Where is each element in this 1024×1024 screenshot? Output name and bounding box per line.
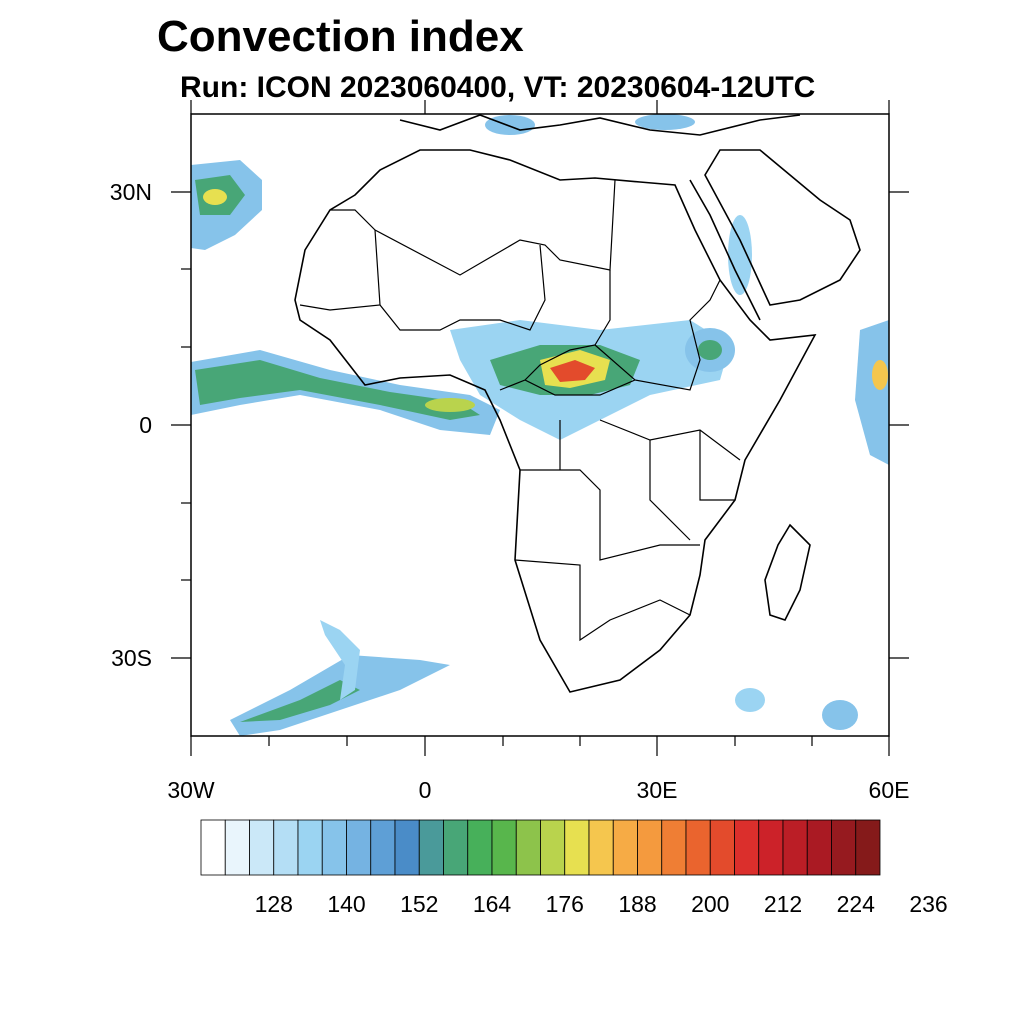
colorbar-swatch <box>224 819 250 876</box>
field-med <box>485 115 535 135</box>
colorbar-label: 236 <box>909 891 947 917</box>
field-turkey <box>635 114 695 130</box>
lon-label-0: 0 <box>419 777 432 803</box>
madagascar <box>764 523 811 621</box>
coastlines <box>294 114 861 693</box>
colorbar-swatch <box>540 819 566 876</box>
border-9 <box>559 419 741 470</box>
colorbar-label: 176 <box>546 891 584 917</box>
colorbar-swatch <box>297 819 323 876</box>
colorbar-label: 128 <box>255 891 293 917</box>
border-7 <box>520 469 700 561</box>
colorbar-label: 224 <box>837 891 876 917</box>
border-1 <box>299 209 381 311</box>
colorbar-swatch <box>734 819 760 876</box>
colorbar-swatch <box>394 819 420 876</box>
colorbar-swatch <box>709 819 735 876</box>
arabia-coast <box>704 149 861 306</box>
colorbar-label: 164 <box>473 891 512 917</box>
lon-labels: 30W 0 30E 60E <box>167 777 909 803</box>
lon-label-30e: 30E <box>637 777 678 803</box>
colorbar-swatch <box>321 819 347 876</box>
colorbar-swatch <box>249 819 275 876</box>
europe-coast <box>399 114 801 136</box>
field-east-ocean-peak <box>872 360 888 390</box>
colorbar-swatch <box>612 819 638 876</box>
colorbar-swatch <box>273 819 299 876</box>
lat-label-0: 0 <box>139 412 152 438</box>
field-east-ocean <box>855 320 889 465</box>
chart-subtitle: Run: ICON 2023060400, VT: 20230604-12UTC <box>180 71 816 104</box>
colorbar-label: 188 <box>618 891 656 917</box>
border-2 <box>374 179 616 276</box>
colorbar-swatch <box>200 819 226 876</box>
field-southeast <box>822 700 858 730</box>
colorbar-swatch <box>588 819 614 876</box>
colorbar-swatch <box>831 819 857 876</box>
colorbar-labels: 128 140 152 164 176 188 200 212 224 236 <box>255 891 948 917</box>
colorbar-swatch <box>515 819 541 876</box>
field-arabia <box>728 215 752 295</box>
field-southeast-2 <box>735 688 765 712</box>
colorbar-swatch <box>661 819 687 876</box>
colorbar-label: 200 <box>691 891 729 917</box>
field-itcz-west-peak <box>425 398 475 412</box>
colorbar-swatch <box>564 819 590 876</box>
colorbar-swatch <box>418 819 444 876</box>
colorbar-swatch <box>467 819 493 876</box>
colorbar-swatch <box>443 819 469 876</box>
field-itcz-west-core <box>195 360 480 420</box>
colorbar-swatch <box>782 819 808 876</box>
field-nw-peak <box>203 189 227 205</box>
convection-field <box>191 114 889 736</box>
africa-coast <box>294 149 817 693</box>
colorbar-swatch <box>758 819 784 876</box>
field-south-arm <box>320 620 360 700</box>
colorbar-label: 152 <box>400 891 438 917</box>
colorbar-swatch <box>685 819 711 876</box>
colorbar-swatch <box>637 819 663 876</box>
lat-label-30s: 30S <box>111 645 152 671</box>
field-ethiopia-core <box>698 340 722 360</box>
field-central-peak <box>550 360 595 382</box>
lon-label-60e: 60E <box>869 777 910 803</box>
colorbar-label: 212 <box>764 891 802 917</box>
field-south-front-core <box>240 680 360 722</box>
colorbar-swatch <box>370 819 396 876</box>
country-borders <box>299 179 741 642</box>
lon-label-30w: 30W <box>167 777 215 803</box>
lat-label-30n: 30N <box>110 179 152 205</box>
lat-labels: 30N 0 30S <box>110 179 152 671</box>
border-10 <box>649 430 735 541</box>
red-sea <box>689 179 761 321</box>
border-6 <box>524 379 636 396</box>
colorbar-swatch <box>806 819 832 876</box>
chart-title: Convection index <box>157 12 524 61</box>
colorbar-swatch <box>855 819 881 876</box>
colorbar-label: 140 <box>327 891 365 917</box>
colorbar <box>200 819 881 876</box>
border-3 <box>379 244 546 331</box>
border-8 <box>514 559 691 642</box>
colorbar-swatch <box>346 819 372 876</box>
colorbar-swatch <box>491 819 517 876</box>
axis-ticks <box>171 100 909 756</box>
